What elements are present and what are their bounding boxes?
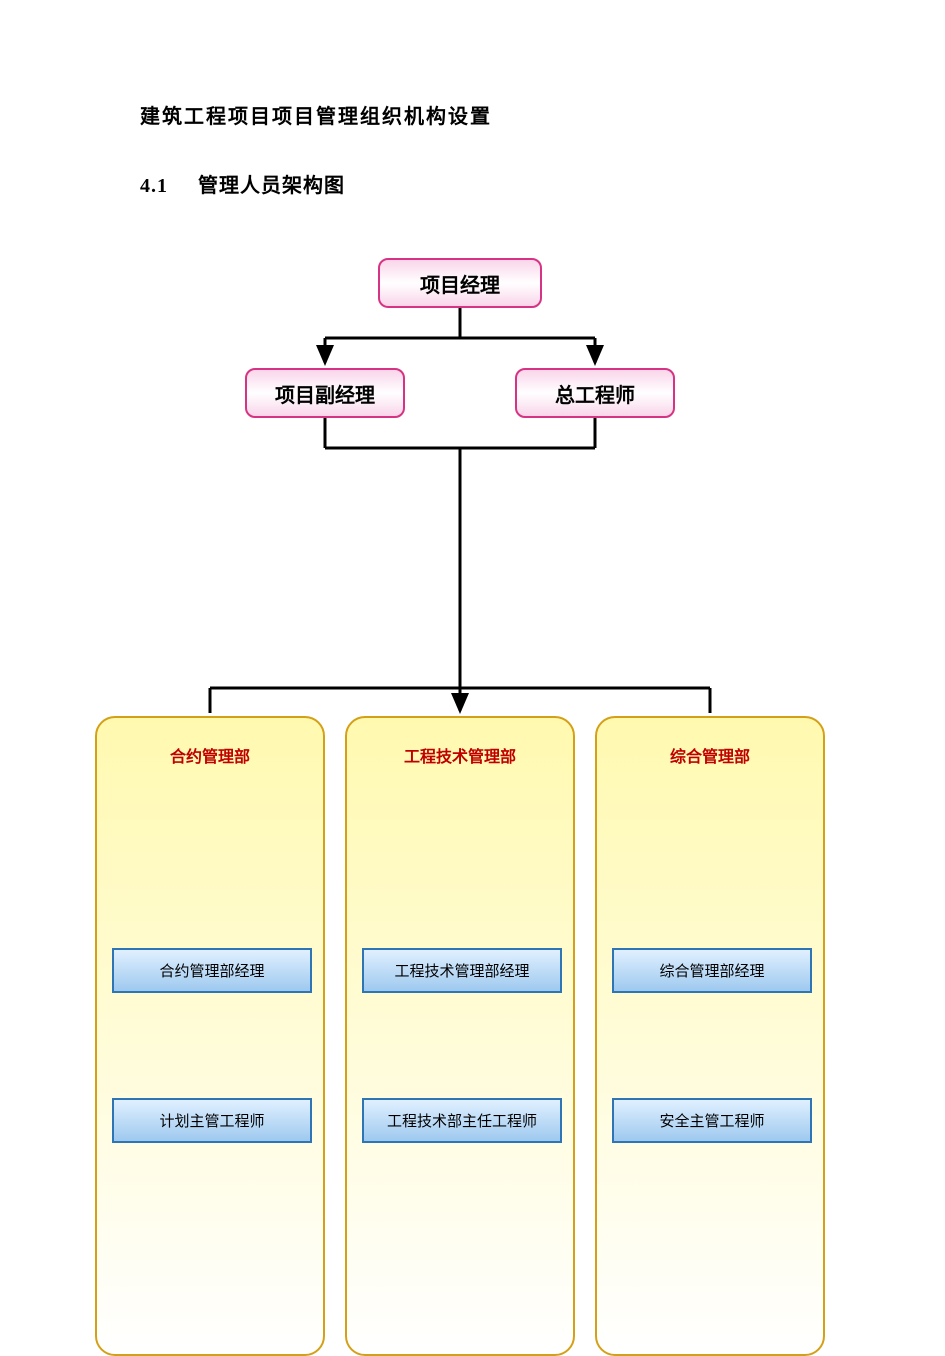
node-deputy-manager: 项目副经理: [245, 368, 405, 418]
page-title: 建筑工程项目项目管理组织机构设置: [140, 100, 805, 129]
role-label: 综合管理部经理: [659, 960, 764, 981]
role-label: 合约管理部经理: [159, 960, 264, 981]
role-label: 工程技术部主任工程师: [387, 1110, 537, 1131]
role-box: 工程技术部主任工程师: [362, 1098, 562, 1143]
node-label: 总工程师: [555, 379, 635, 408]
section-number: 4.1: [140, 175, 168, 197]
dept-contract-management: 合约管理部 合约管理部经理 计划主管工程师: [95, 716, 325, 1356]
role-label: 安全主管工程师: [659, 1110, 764, 1131]
node-chief-engineer: 总工程师: [515, 368, 675, 418]
node-label: 项目经理: [420, 269, 500, 298]
role-box: 安全主管工程师: [612, 1098, 812, 1143]
dept-title: 合约管理部: [97, 743, 323, 767]
node-label: 项目副经理: [275, 379, 375, 408]
role-box: 工程技术管理部经理: [362, 948, 562, 993]
org-chart: 项目经理 项目副经理 总工程师 合约管理部 合约管理部经理 计划主管工程师 工程…: [95, 238, 825, 1338]
node-project-manager: 项目经理: [378, 258, 542, 308]
role-label: 工程技术管理部经理: [394, 960, 529, 981]
dept-title: 工程技术管理部: [347, 743, 573, 767]
dept-title: 综合管理部: [597, 743, 823, 767]
role-box: 计划主管工程师: [112, 1098, 312, 1143]
section-heading: 4.1 管理人员架构图: [140, 169, 805, 198]
role-box: 合约管理部经理: [112, 948, 312, 993]
role-box: 综合管理部经理: [612, 948, 812, 993]
dept-engineering-tech: 工程技术管理部 工程技术管理部经理 工程技术部主任工程师: [345, 716, 575, 1356]
section-title: 管理人员架构图: [198, 175, 345, 197]
dept-general-management: 综合管理部 综合管理部经理 安全主管工程师: [595, 716, 825, 1356]
role-label: 计划主管工程师: [159, 1110, 264, 1131]
